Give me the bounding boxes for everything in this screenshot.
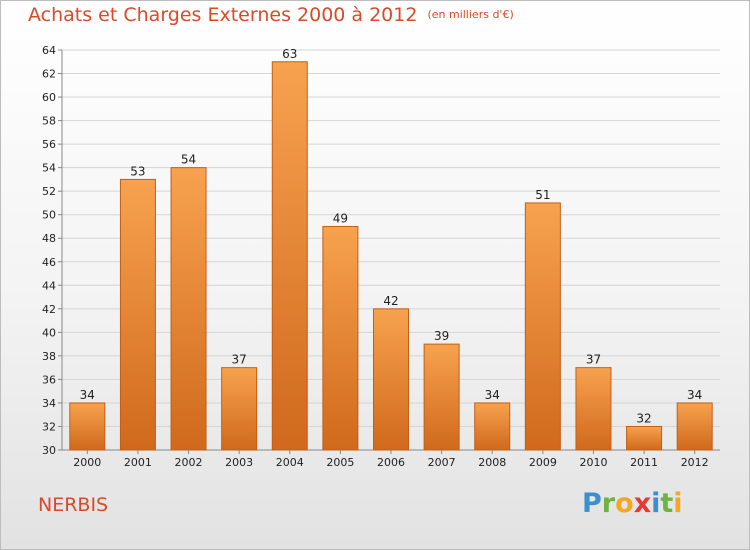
bar: [119, 178, 156, 451]
x-tick-label: 2005: [326, 456, 354, 469]
data-label: 42: [383, 294, 398, 308]
logo-letter: i: [673, 488, 683, 519]
bar: [524, 202, 561, 451]
bar: [423, 343, 460, 451]
y-tick-label: 54: [42, 162, 56, 175]
logo-letter: r: [601, 488, 616, 519]
y-tick-label: 42: [42, 303, 56, 316]
bar: [322, 225, 359, 451]
data-label: 34: [80, 388, 95, 402]
bar: [575, 367, 612, 451]
proxiti-logo[interactable]: Proxiti: [582, 488, 683, 519]
bar: [373, 308, 409, 451]
data-label: 51: [535, 188, 550, 202]
bar: [474, 402, 511, 451]
data-label: 37: [232, 353, 247, 367]
logo-letter: x: [633, 488, 652, 519]
x-tick-label: 2001: [124, 456, 152, 469]
x-tick-label: 2008: [478, 456, 506, 469]
y-tick-label: 44: [42, 279, 56, 292]
x-tick-label: 2000: [73, 456, 101, 469]
data-label: 39: [434, 329, 449, 343]
bar: [676, 402, 713, 451]
y-tick-label: 56: [42, 138, 56, 151]
y-tick-label: 30: [42, 444, 56, 457]
y-tick-label: 52: [42, 185, 56, 198]
bar: [626, 425, 663, 451]
y-tick-label: 46: [42, 256, 56, 269]
x-tick-label: 2003: [225, 456, 253, 469]
chart-title: Achats et Charges Externes 2000 à 2012 (e…: [28, 4, 514, 26]
data-label: 53: [130, 164, 145, 178]
chart-title-text: Achats et Charges Externes 2000 à 2012: [28, 4, 418, 26]
y-tick-label: 48: [42, 232, 56, 245]
y-tick-label: 62: [42, 68, 56, 81]
chart-subtitle: (en milliers d'€): [427, 8, 514, 21]
x-tick-label: 2007: [428, 456, 456, 469]
y-tick-label: 34: [42, 397, 56, 410]
data-label: 37: [586, 353, 601, 367]
location-label: NERBIS: [38, 494, 109, 516]
x-tick-label: 2006: [377, 456, 405, 469]
logo-letter: t: [660, 488, 674, 519]
logo-letter: o: [615, 488, 634, 519]
bar: [271, 61, 308, 451]
data-label: 34: [485, 388, 500, 402]
y-tick-label: 64: [42, 44, 56, 57]
data-label: 63: [282, 47, 297, 61]
x-tick-label: 2010: [579, 456, 607, 469]
data-label: 32: [636, 411, 651, 425]
data-label: 34: [687, 388, 702, 402]
data-label: 54: [181, 153, 196, 167]
bar: [221, 367, 258, 451]
x-tick-label: 2011: [630, 456, 658, 469]
bar: [170, 167, 207, 451]
data-label: 49: [333, 211, 348, 225]
x-tick-label: 2012: [681, 456, 709, 469]
y-tick-label: 36: [42, 373, 56, 386]
y-tick-label: 50: [42, 209, 56, 222]
logo-letter: P: [582, 488, 602, 519]
x-tick-label: 2009: [529, 456, 557, 469]
y-tick-label: 60: [42, 91, 56, 104]
x-tick-label: 2004: [276, 456, 304, 469]
y-tick-label: 40: [42, 326, 56, 339]
y-tick-label: 32: [42, 420, 56, 433]
y-tick-label: 58: [42, 115, 56, 128]
y-tick-label: 38: [42, 350, 56, 363]
bar: [69, 402, 106, 451]
x-tick-label: 2002: [175, 456, 203, 469]
logo-letter: i: [651, 488, 661, 519]
